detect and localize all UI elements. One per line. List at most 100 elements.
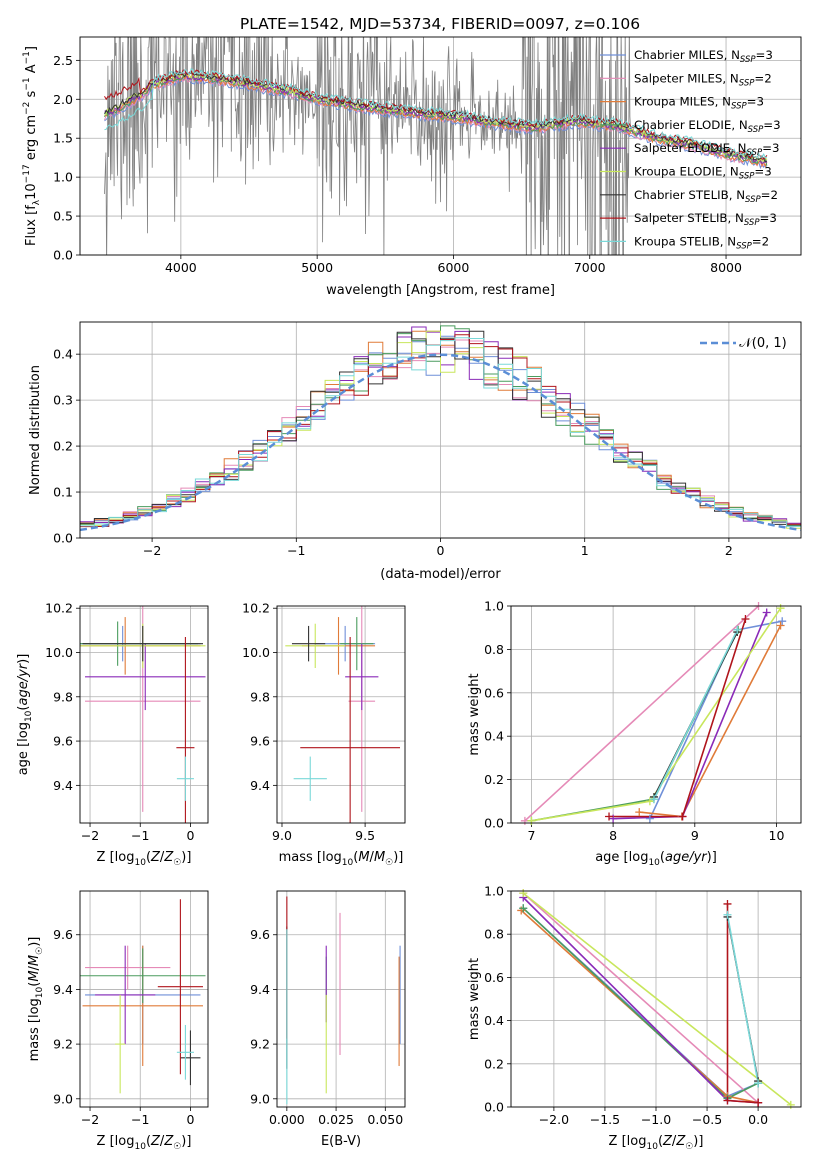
hist-y-label: Normed distribution [28,365,43,495]
legend-entry-7: Salpeter STELIB, NSSP=3 [634,211,777,228]
hist-y-tick-label: 0.2 [53,439,73,454]
weight-z-series-0 [522,907,759,1098]
age-mass-frame [276,605,406,824]
weight-z-series-3 [522,907,759,1100]
legend-entry-6: Chabrier STELIB, NSSP=2 [634,188,778,205]
mass-z-y-label: mass [log10(M/M☉)] [27,937,45,1062]
clip-spec-plot-area [104,37,768,255]
weight-z-marker [519,904,528,913]
model-spectrum-8 [104,67,768,159]
hist-x-label: (data-model)/error [380,567,501,582]
weight-age-marker [776,621,785,630]
mass-ebv-x-tick-label: 0.000 [269,1112,305,1127]
mass-z-x-label: Z [log10(Z/Z☉)] [97,1134,192,1152]
weight-age-series-7 [609,618,747,818]
age-mass-x-tick-label: 9.5 [355,828,375,843]
spectrum-x-tick-label: 7000 [574,260,606,275]
weight-age-marker [645,797,654,806]
weight-age-y-tick-label: 0.2 [484,772,504,787]
hist-x-tick-label: −2 [143,543,161,558]
weight-age-series-8 [653,629,739,800]
weight-z-marker [786,1100,795,1109]
spectrum-x-label: wavelength [Angstrom, rest frame] [326,283,555,298]
weight-z-x-tick-label: −2.0 [539,1112,569,1127]
mass-z-x-tick-label: −2 [81,1112,99,1127]
age-vs-mass-panel: 9.0 9.5 9.4 9.6 9.8 10.0 10.2 mass [log10(M/M☉)… [242,601,406,868]
weight-z-marker [723,899,732,908]
clip-hist-plot-area [80,325,801,532]
weight-age-y-tick-label: 1.0 [484,599,504,614]
spectrum-y-tick-label: 2.5 [53,53,73,68]
residual-histogram-6 [80,330,801,527]
mass-ebv-x-tick-label: 0.025 [318,1112,354,1127]
legend-entry-0: Chabrier MILES, NSSP=3 [634,48,773,65]
legend-entry-5: Kroupa ELODIE, NSSP=3 [634,165,772,182]
age-mass-y-tick-label: 10.0 [242,645,270,660]
hist-x-tick-label: 1 [581,543,589,558]
spectrum-y-tick-label: 0.0 [53,248,73,263]
figure-title: PLATE=1542, MJD=53734, FIBERID=0097, z=0… [240,15,640,33]
weight-age-y-label: mass weight [467,673,482,755]
weight-age-marker [776,604,785,613]
weight-age-marker [605,812,614,821]
weight-age-marker [733,625,742,634]
hist-y-tick-label: 0.1 [53,485,73,500]
mass-ebv-y-tick-label: 9.6 [250,927,270,942]
age-mass-y-tick-label: 9.6 [250,734,270,749]
spectrum-y-tick-label: 2.0 [53,92,73,107]
weight-z-marker [723,1096,732,1105]
mass-z-y-tick-label: 9.6 [53,927,73,942]
weight-z-x-tick-label: 0.0 [748,1112,768,1127]
mass-z-y-tick-label: 9.0 [53,1091,73,1106]
hist-y-tick-label: 0.0 [53,531,73,546]
weight-age-x-label: age [log10(age/yr)] [595,850,717,868]
weight-z-y-label: mass weight [467,958,482,1040]
spectrum-x-tick-label: 8000 [710,260,742,275]
age-mass-x-tick-label: 9.0 [272,828,292,843]
weight-age-series-1 [524,606,760,822]
weight-age-marker [527,816,536,825]
spectrum-panel: 4000 5000 6000 7000 8000 0.0 0.5 1.0 1.5 2.0 2.5 wa… [22,36,802,298]
mass-z-y-tick-label: 9.2 [53,1037,73,1052]
spectrum-legend: Chabrier MILES, NSSP=3 Salpeter MILES, NS… [600,48,781,251]
age-z-y-tick-label: 10.0 [45,645,73,660]
hist-frame [79,321,802,539]
weight-z-series-5 [522,892,792,1106]
weight-z-frame [510,890,802,1108]
mass-ebv-grid [277,891,405,1107]
age-mass-x-label: mass [log10(M/M☉)] [279,850,404,868]
spectrum-y-tick-label: 0.5 [53,209,73,224]
spectrum-x-tick-label: 4000 [165,260,197,275]
age-z-x-tick-label: −2 [81,828,99,843]
weight-z-marker [519,889,528,898]
mass-weight-vs-metallicity-panel: −2.0 −1.5 −1.0 −0.5 0.0 0.0 0.2 0.4 0.6 0.8 1.0 Z [… [467,884,802,1152]
weight-age-y-tick-label: 0.4 [484,729,504,744]
clip-age-z-plot-area [80,606,206,823]
legend-entry-4: Salpeter ELODIE, NSSP=3 [634,141,779,158]
clip-mass-ebv-plot-area [286,896,401,1105]
weight-age-y-tick-label: 0.6 [484,685,504,700]
spectrum-y-label: Flux [fλ10−17 erg cm−2 s−1 A−1] [22,46,42,246]
spectrum-x-tick-label: 5000 [301,260,333,275]
weight-z-y-tick-label: 1.0 [484,884,504,899]
spectrum-y-tick-label: 1.5 [53,131,73,146]
legend-entry-3: Chabrier ELODIE, NSSP=3 [634,118,781,135]
weight-age-series-4 [613,612,768,820]
weight-z-x-tick-label: −1.5 [590,1112,620,1127]
weight-age-marker [609,814,618,823]
mass-z-x-tick-label: −1 [131,1112,149,1127]
weight-age-series-5 [531,607,782,822]
hist-legend-label: 𝒩(0, 1) [739,336,786,351]
weight-age-y-tick-label: 0.8 [484,642,504,657]
hist-x-tick-label: 0 [437,543,445,558]
weight-age-marker [645,814,654,823]
age-mass-grid [277,606,405,823]
age-z-y-tick-label: 9.8 [53,689,73,704]
age-z-x-tick-label: 0 [186,828,194,843]
mass-z-grid [80,891,208,1107]
weight-z-series-8 [726,914,759,1084]
weight-z-y-tick-label: 0.0 [484,1100,504,1115]
weight-z-y-tick-label: 0.4 [484,1013,504,1028]
clip-age-mass-plot-area [285,606,401,823]
weight-z-y-tick-label: 0.8 [484,927,504,942]
